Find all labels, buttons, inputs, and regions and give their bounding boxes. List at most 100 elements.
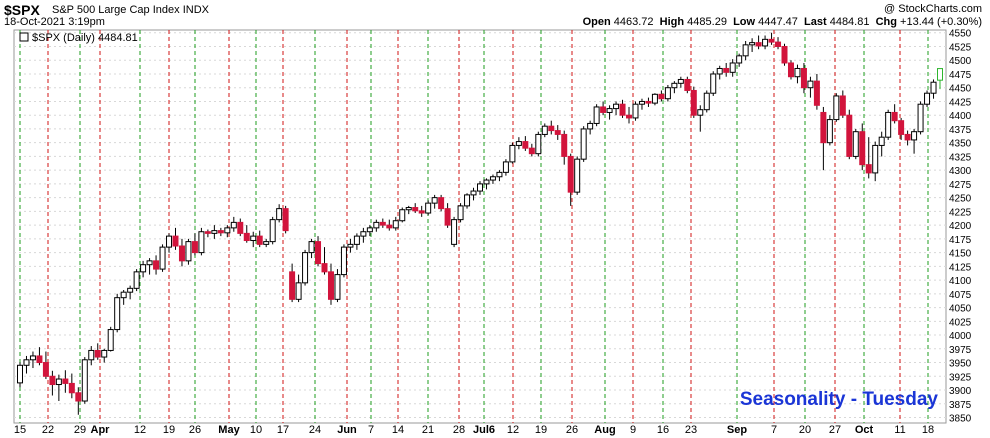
candle-body [159,246,166,270]
candle-body [386,224,393,229]
candle-body [146,260,153,266]
x-tick-label: Aug [594,424,615,436]
symbol-title: $SPX [4,2,40,18]
candle-body [327,271,334,300]
legend: $SPX (Daily) 4484.81 [19,32,138,44]
candle-body [153,260,160,270]
x-tick-label: 26 [189,424,201,436]
y-tick-label: 4400 [949,111,972,122]
y-tick-label: 4025 [949,317,972,328]
candle-body [489,176,496,181]
candle-body [269,219,276,243]
candle-body [762,38,769,47]
candle-body [619,103,626,116]
open-label: Open [582,16,611,28]
last-value: 4484.81 [829,16,870,28]
candle-body [645,100,652,104]
candle-body [775,41,782,47]
candle-body [826,119,833,144]
candle-body [820,111,827,144]
candle-body [930,81,937,94]
candle-body [405,207,412,211]
candle-body [217,230,224,234]
candle-body [399,209,406,222]
x-tick-label: 9 [630,424,636,436]
candle-body [477,183,483,192]
x-tick-label: 19 [163,424,175,436]
candle-body [911,131,918,141]
candle-body [781,45,788,64]
candle-body [541,125,548,135]
x-tick-label: 10 [250,424,262,436]
candle-body [671,82,678,89]
candle-body [567,155,574,193]
candle-body [198,231,205,254]
candle-body [710,73,717,94]
candle-body [554,130,561,135]
x-tick-label: 7 [368,424,374,436]
candle-body [191,241,198,254]
candle-body [127,287,134,293]
candle-body [904,133,911,141]
candle-body [807,80,814,89]
candle-body [94,349,101,358]
y-tick-label: 3900 [949,386,972,397]
candle-body [898,120,905,135]
candle-body [580,128,587,160]
candle-body [62,378,69,384]
y-tick-label: 3850 [949,414,972,425]
candle-body [166,235,173,248]
grid-layer [14,32,946,419]
candle-body [813,80,820,106]
candle-body [172,235,179,247]
y-tick-label: 4350 [949,139,972,150]
y-tick-label: 4250 [949,194,972,205]
plot-frame [13,29,947,424]
candle-body [263,241,270,245]
x-tick-label: 29 [74,424,86,436]
candle-body [224,227,231,234]
y-tick-label: 4550 [949,29,972,40]
candle-body [204,231,211,234]
candle-body [55,378,62,386]
candle-body [250,235,257,242]
x-axis: 15 22 29 Apr 12 19 26 May 10 17 24 Jun 7 14 21 28 Jul6 12… [14,424,934,436]
candle-body [651,93,658,104]
candle-body [418,210,425,214]
y-tick-label: 4325 [949,152,972,163]
y-tick-label: 4200 [949,221,972,232]
y-tick-label: 4050 [949,304,972,315]
candle-body [703,92,710,111]
y-tick-label: 4475 [949,70,972,81]
candle-body [114,297,121,331]
candle-body [632,103,639,119]
y-tick-label: 4175 [949,235,972,246]
candle-body [276,208,283,221]
candle-body [438,197,445,210]
candle-body [846,114,853,157]
candle-body [658,93,665,100]
index-full-name: S&P 500 Large Cap Index [52,4,180,16]
candle-body [88,349,95,361]
candle-body [496,171,503,178]
x-tick-label: Jul6 [473,424,495,436]
candle-body [787,62,794,78]
y-tick-label: 3875 [949,400,972,411]
candle-body [684,78,691,91]
x-tick-label: Oct [855,424,874,436]
y-tick-label: 4000 [949,331,972,342]
candle-body [17,364,23,384]
candle-body [768,38,775,43]
candle-body [243,232,250,242]
candle-body [237,221,244,234]
y-tick-label: 4150 [949,249,972,260]
candle-body [729,62,736,73]
candle-body [451,219,458,245]
x-tick-label: 21 [422,424,434,436]
candles-layer [17,32,943,415]
candle-body [535,133,542,155]
candle-body [36,355,43,364]
candle-body [885,111,892,138]
candle-body [593,106,600,124]
